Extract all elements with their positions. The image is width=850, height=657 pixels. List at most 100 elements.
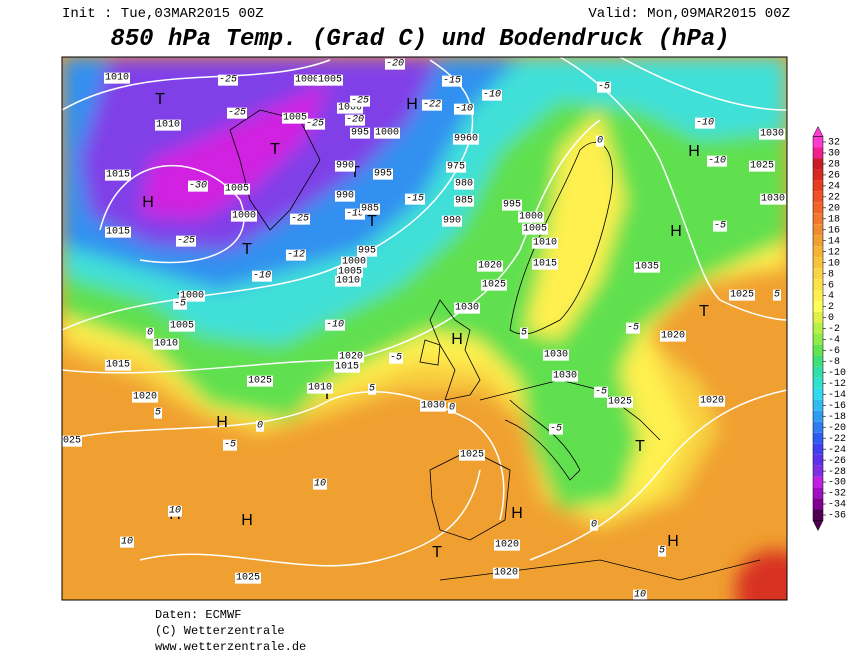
- contour-value: 10: [314, 479, 326, 490]
- colorbar-cell: [813, 421, 823, 433]
- contour-label: 990: [441, 215, 463, 227]
- label-box: [606, 396, 634, 408]
- contour-value: 1030: [421, 401, 445, 412]
- contour-value: -10: [696, 118, 714, 129]
- label-box: [480, 279, 508, 291]
- pressure-center: H: [511, 505, 523, 522]
- contour-value: 1020: [133, 392, 157, 403]
- label-box: [595, 135, 605, 147]
- colorbar-cell: [813, 498, 823, 510]
- coast-ireland: [419, 339, 441, 366]
- label-box: [289, 213, 311, 225]
- label-box: [632, 589, 648, 600]
- label-box: [519, 327, 529, 339]
- contour-value: 1030: [455, 303, 479, 314]
- contour-label: -15: [344, 208, 366, 220]
- label-box: [548, 423, 564, 435]
- contour-label: 1015: [531, 258, 559, 270]
- colorbar-cell: [813, 476, 823, 488]
- label-box: [373, 127, 401, 139]
- contour-value: 0: [449, 403, 455, 414]
- contour-value: 985: [361, 204, 379, 215]
- contour-value: 0: [597, 136, 603, 147]
- contour-value: -20: [386, 59, 404, 70]
- colorbar: 32302826242220181614121086420-2-4-6-8-10…: [812, 125, 846, 532]
- colorbar-label: 12: [828, 247, 840, 258]
- coast-greenland: [229, 109, 321, 231]
- colorbar-cell: [813, 454, 823, 466]
- colorbar-label: -28: [828, 467, 846, 478]
- colorbar-label: -32: [828, 489, 846, 500]
- contour-value: 10: [634, 590, 646, 601]
- contour-label: -25: [226, 107, 248, 119]
- contour-label: 980: [453, 178, 475, 190]
- label-box: [119, 536, 135, 548]
- colorbar-label: 26: [828, 171, 840, 182]
- contour-label: 1005: [223, 183, 251, 195]
- contour-label: -10: [481, 89, 503, 101]
- contour-value: -5: [390, 353, 402, 364]
- label-box: [104, 226, 132, 238]
- label-box: [659, 330, 687, 342]
- label-box: [453, 302, 481, 314]
- label-box: [306, 382, 334, 394]
- contour-label: 025: [62, 435, 83, 447]
- contour-label: 0: [255, 420, 265, 432]
- colorbar-cell: [813, 158, 823, 170]
- label-box: [384, 58, 406, 70]
- contour-value: 1005: [523, 224, 547, 235]
- colorbar-label: 6: [828, 280, 834, 291]
- contour-label: 1015: [333, 361, 361, 373]
- colorbar-label: -2: [828, 324, 840, 335]
- label-box: [458, 449, 486, 461]
- label-box: [625, 322, 641, 334]
- contour-value: 5: [369, 384, 375, 395]
- pressure-center: T: [432, 544, 442, 561]
- contour-value: 1000: [519, 212, 543, 223]
- colorbar-label: 2: [828, 302, 834, 313]
- label-box: [589, 519, 599, 531]
- contour-label: 1020: [659, 330, 687, 342]
- colorbar-label: -6: [828, 346, 840, 357]
- colorbar-cell: [813, 301, 823, 313]
- contour-label: 1000: [230, 210, 258, 222]
- label-box: [759, 193, 787, 205]
- label-box: [255, 420, 265, 432]
- contour-label: -5: [625, 322, 641, 334]
- contour-label: 1005: [281, 112, 309, 124]
- contour-label: 1030: [758, 128, 786, 140]
- colorbar-label: -22: [828, 434, 846, 445]
- contour-label: 1010: [531, 237, 559, 249]
- contour-value: 975: [447, 162, 465, 173]
- pressure-center: H: [670, 223, 682, 240]
- contour-value: 5: [774, 290, 780, 301]
- label-box: [285, 249, 307, 261]
- label-box: [230, 210, 258, 222]
- contour-value: 1005: [225, 184, 249, 195]
- label-box: [336, 266, 364, 278]
- contour-value: 1020: [494, 568, 518, 579]
- colorbar-cell: [813, 136, 823, 148]
- label-box: [334, 190, 356, 202]
- isobar: [139, 469, 481, 567]
- colorbar-cell: [813, 323, 823, 334]
- pressure-center: H: [216, 414, 228, 431]
- contour-value: -22: [423, 100, 441, 111]
- label-box: [476, 260, 504, 272]
- label-box: [316, 74, 344, 86]
- label-box: [304, 118, 326, 130]
- label-box: [493, 539, 521, 551]
- contour-label: 1005: [316, 74, 344, 86]
- map-frame: [61, 56, 788, 601]
- label-box: [222, 439, 238, 451]
- pressure-center: T: [367, 213, 377, 230]
- label-box: [388, 352, 404, 364]
- colorbar-cell: [813, 388, 823, 400]
- contour-label: 1025: [728, 289, 756, 301]
- contour-label: -25: [175, 235, 197, 247]
- contour-value: 0: [591, 520, 597, 531]
- colorbar-label: 8: [828, 269, 834, 280]
- contour-value: 1025: [460, 450, 484, 461]
- contour-label: 1030: [453, 302, 481, 314]
